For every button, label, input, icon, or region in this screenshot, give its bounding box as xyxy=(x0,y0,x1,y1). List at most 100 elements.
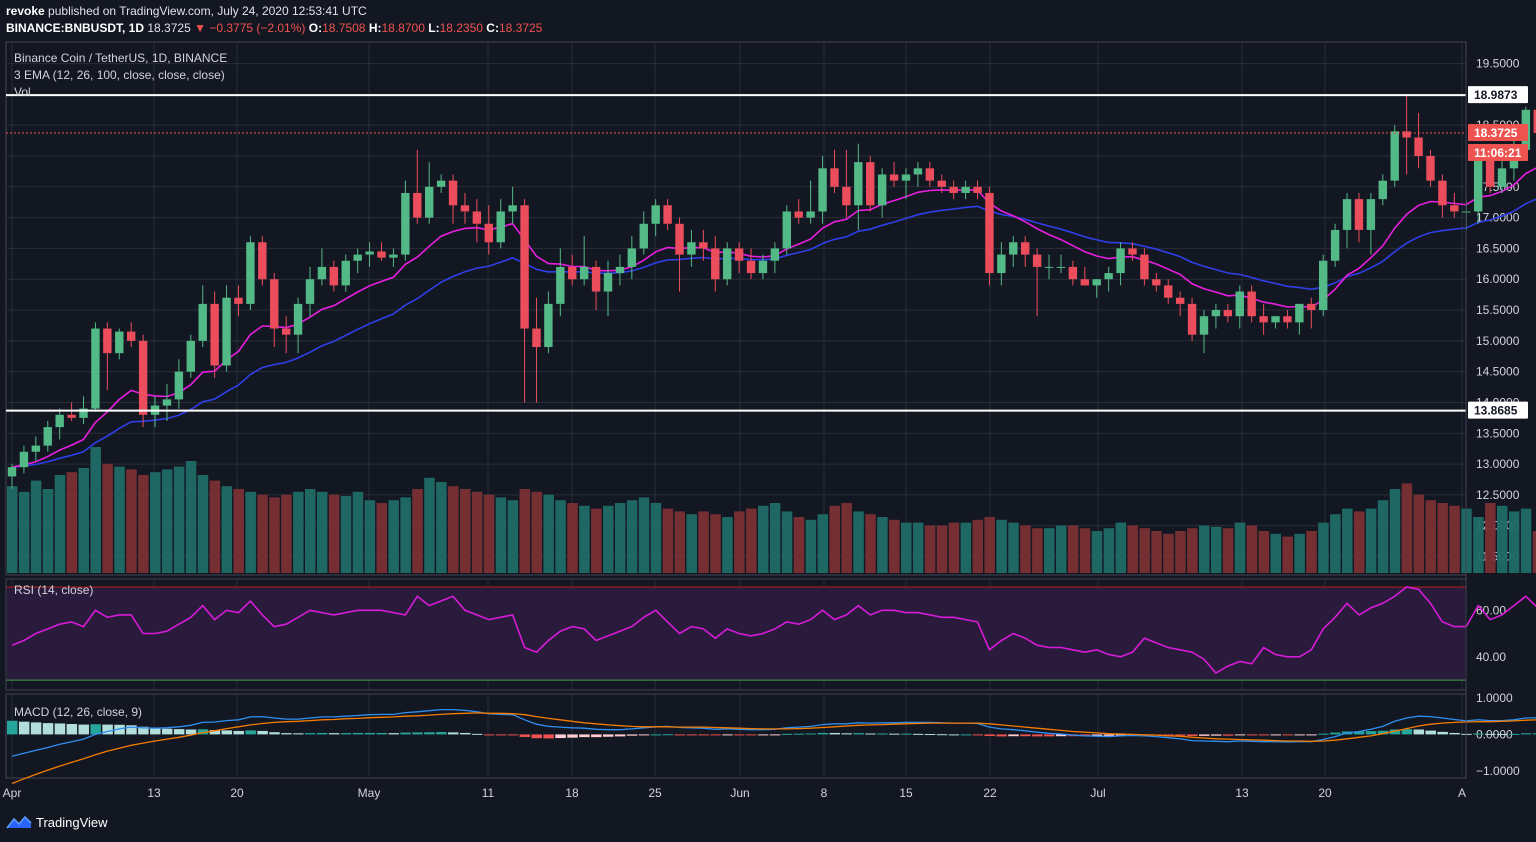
macd-histogram-bar xyxy=(901,733,912,735)
candle-body xyxy=(1295,303,1304,323)
candle-body xyxy=(1485,155,1495,187)
tradingview-brand[interactable]: TradingView xyxy=(6,814,108,830)
price-tick-label: 16.5000 xyxy=(1476,241,1520,255)
candle-body xyxy=(7,467,17,477)
macd-histogram-bar xyxy=(102,724,113,735)
candle-body xyxy=(281,328,291,335)
author-name[interactable]: revoke xyxy=(6,4,45,18)
candle xyxy=(770,242,780,274)
volume-bar xyxy=(1330,514,1341,573)
macd-histogram-bar xyxy=(471,733,483,735)
macd-histogram-bar xyxy=(686,734,697,736)
volume-bar xyxy=(173,466,185,573)
volume-bar xyxy=(1437,503,1448,573)
volume-bar xyxy=(817,514,829,573)
candle xyxy=(1259,303,1268,335)
candle-body xyxy=(1414,137,1423,156)
candle xyxy=(1116,242,1125,286)
candle-body xyxy=(103,328,112,354)
candle-body xyxy=(460,205,470,212)
candle xyxy=(305,266,315,317)
candle-body xyxy=(1116,248,1125,274)
candle-body xyxy=(663,205,672,224)
candle xyxy=(961,180,970,200)
volume-bar xyxy=(1020,525,1031,573)
volume-bar xyxy=(1091,531,1103,573)
candle-body xyxy=(1104,273,1113,280)
candle-body xyxy=(818,168,827,212)
macd-histogram-bar xyxy=(1532,733,1536,735)
candle-body xyxy=(949,186,958,193)
volume-bar xyxy=(614,503,626,573)
candle-body xyxy=(877,174,887,206)
candle-body xyxy=(1378,180,1387,200)
ohlc-line: BINANCE:BNBUSDT, 1D 18.3725 ▼ −0.3775 (−… xyxy=(6,21,542,35)
candle-body xyxy=(651,205,660,224)
price-tick-label: 13.0000 xyxy=(1476,457,1520,471)
macd-histogram-bar xyxy=(185,729,197,735)
volume-bar xyxy=(90,447,101,573)
candle xyxy=(377,242,386,261)
publish-text: published on TradingView.com, July 24, 2… xyxy=(48,4,367,18)
candle-body xyxy=(1307,303,1316,311)
volume-bar xyxy=(328,494,340,573)
macd-histogram-bar xyxy=(138,726,149,735)
candle xyxy=(329,260,339,292)
volume-bar xyxy=(1377,500,1389,573)
macd-histogram-bar xyxy=(1353,731,1365,735)
volume-bar xyxy=(698,511,709,573)
candle xyxy=(484,205,493,255)
volume-bar xyxy=(1270,533,1282,573)
candle-body xyxy=(1342,199,1352,230)
volume-bar xyxy=(650,503,662,573)
candle-body xyxy=(973,186,982,193)
macd-histogram-bar xyxy=(1365,731,1377,735)
candle xyxy=(973,180,982,200)
candle-body xyxy=(174,371,184,400)
candle-body xyxy=(615,266,625,274)
candle-body xyxy=(31,445,41,452)
macd-histogram-bar xyxy=(757,734,769,736)
macd-histogram-bar xyxy=(1008,734,1019,737)
macd-histogram-bar xyxy=(150,728,161,735)
volume-bar xyxy=(102,463,113,573)
candle-body xyxy=(1199,316,1209,335)
volume-bar xyxy=(686,514,697,573)
macd-histogram-bar xyxy=(769,734,781,736)
candle-body xyxy=(985,192,994,274)
candle xyxy=(818,155,827,224)
high-value: 18.8700 xyxy=(381,21,425,35)
candle-body xyxy=(1128,248,1137,255)
macd-histogram-bar xyxy=(1497,734,1508,736)
candle xyxy=(1342,192,1352,249)
macd-histogram-bar xyxy=(90,724,101,735)
macd-histogram-bar xyxy=(1199,734,1210,736)
candle-body xyxy=(127,331,136,341)
price-change: −0.3775 (−2.01%) xyxy=(209,21,306,35)
volume-bar xyxy=(281,494,292,573)
rsi-line xyxy=(11,586,1536,675)
candle xyxy=(1164,279,1173,304)
volume-bar xyxy=(483,494,495,573)
candle xyxy=(1402,94,1411,175)
candle-body xyxy=(925,168,935,181)
candle-body xyxy=(1056,266,1066,268)
candle xyxy=(711,236,720,292)
volume-bar xyxy=(1139,528,1150,573)
candle xyxy=(258,236,267,286)
close-label: C: xyxy=(486,21,499,35)
volume-bar xyxy=(853,511,864,573)
macd-histogram-bar xyxy=(1282,734,1293,736)
macd-histogram-bar xyxy=(734,734,745,736)
candle xyxy=(162,383,172,421)
candle-body xyxy=(1319,260,1328,311)
candle-body xyxy=(162,399,172,406)
volume-bar xyxy=(209,480,221,573)
macd-histogram-bar xyxy=(543,734,554,739)
volume-bar xyxy=(1508,511,1520,573)
candle xyxy=(782,205,791,255)
candle-body xyxy=(1068,266,1078,280)
macd-histogram-bar xyxy=(650,734,662,736)
candle-body xyxy=(1330,229,1340,261)
